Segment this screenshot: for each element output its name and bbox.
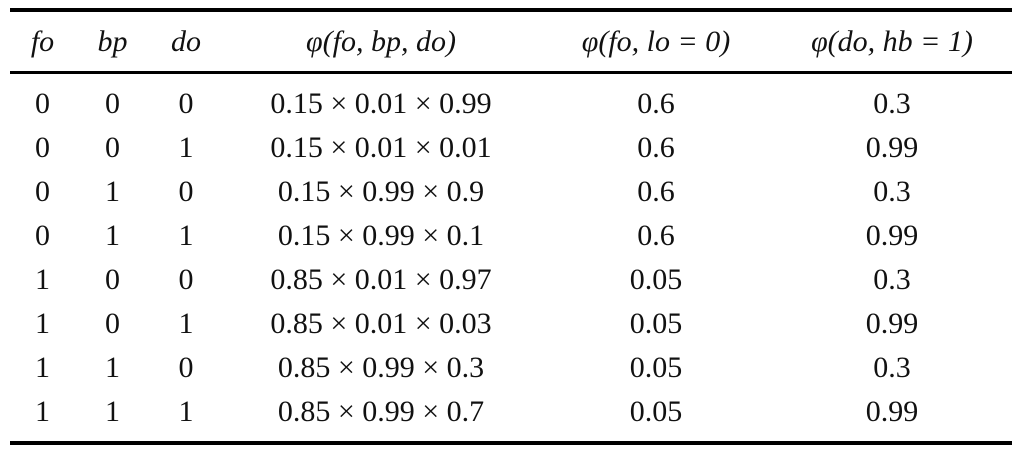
cell-bp: 0	[105, 87, 120, 120]
header-bp: bp	[97, 25, 128, 58]
cell-do: 0	[178, 87, 194, 120]
cell-phi-fo-bp-do: 0.85 × 0.99 × 0.7	[277, 395, 485, 428]
cell-fo: 1	[35, 351, 50, 384]
factor-table: fo bp do φ(fo, bp, do) φ(fo, lo = 0) φ(d…	[10, 12, 1012, 434]
cell-phi-fo-lo: 0.6	[637, 87, 675, 120]
cell-do: 0	[178, 351, 194, 384]
cell-phi-fo-bp-do: 0.15 × 0.01 × 0.99	[270, 87, 492, 120]
cell-phi-fo-bp-do: 0.15 × 0.99 × 0.9	[277, 175, 485, 208]
cell-fo: 1	[35, 307, 50, 340]
cell-bp: 1	[105, 175, 120, 208]
cell-fo: 0	[35, 87, 50, 120]
cell-phi-fo-bp-do: 0.15 × 0.99 × 0.1	[277, 219, 485, 252]
cell-do: 0	[178, 263, 194, 296]
cell-phi-do-hb: 0.3	[873, 263, 911, 296]
cell-do: 1	[178, 131, 194, 164]
cell-bp: 0	[105, 263, 120, 296]
header-phi-fo-lo: φ(fo, lo = 0)	[581, 25, 731, 58]
cell-phi-fo-bp-do: 0.15 × 0.01 × 0.01	[270, 131, 492, 164]
table-row: 0 1 1 0.15 × 0.99 × 0.1 0.6 0.99	[10, 214, 1012, 258]
cell-fo: 1	[35, 263, 50, 296]
header-do: do	[171, 25, 201, 58]
header-fo: fo	[30, 25, 55, 58]
table-row: 0 0 0 0.15 × 0.01 × 0.99 0.6 0.3	[10, 72, 1012, 126]
cell-phi-fo-lo: 0.6	[637, 131, 675, 164]
header-row: fo bp do φ(fo, bp, do) φ(fo, lo = 0) φ(d…	[10, 12, 1012, 72]
table-row: 0 0 1 0.15 × 0.01 × 0.01 0.6 0.99	[10, 126, 1012, 170]
table-row: 1 0 1 0.85 × 0.01 × 0.03 0.05 0.99	[10, 302, 1012, 346]
cell-phi-fo-lo: 0.6	[637, 175, 675, 208]
cell-do: 0	[178, 175, 194, 208]
top-rule	[10, 8, 1012, 12]
cell-phi-fo-lo: 0.05	[629, 263, 683, 296]
cell-phi-do-hb: 0.99	[865, 131, 919, 164]
header-phi-do-hb: φ(do, hb = 1)	[811, 25, 973, 58]
cell-fo: 0	[35, 219, 50, 252]
cell-do: 1	[178, 307, 194, 340]
cell-phi-do-hb: 0.99	[865, 395, 919, 428]
cell-phi-fo-bp-do: 0.85 × 0.01 × 0.97	[270, 263, 492, 296]
cell-phi-do-hb: 0.99	[865, 307, 919, 340]
cell-fo: 0	[35, 175, 50, 208]
cell-bp: 1	[105, 219, 120, 252]
cell-bp: 1	[105, 395, 120, 428]
table-row: 1 0 0 0.85 × 0.01 × 0.97 0.05 0.3	[10, 258, 1012, 302]
cell-phi-do-hb: 0.99	[865, 219, 919, 252]
table-row: 1 1 1 0.85 × 0.99 × 0.7 0.05 0.99	[10, 390, 1012, 434]
cell-bp: 0	[105, 131, 120, 164]
cell-phi-fo-bp-do: 0.85 × 0.99 × 0.3	[277, 351, 485, 384]
cell-phi-do-hb: 0.3	[873, 175, 911, 208]
header-rule	[10, 71, 1012, 74]
cell-phi-fo-lo: 0.05	[629, 351, 683, 384]
cell-phi-fo-lo: 0.05	[629, 307, 683, 340]
cell-phi-fo-lo: 0.6	[637, 219, 675, 252]
cell-phi-fo-lo: 0.05	[629, 395, 683, 428]
cell-bp: 1	[105, 351, 120, 384]
cell-do: 1	[178, 219, 194, 252]
cell-phi-do-hb: 0.3	[873, 87, 911, 120]
bottom-rule	[10, 441, 1012, 445]
cell-bp: 0	[105, 307, 120, 340]
table-row: 0 1 0 0.15 × 0.99 × 0.9 0.6 0.3	[10, 170, 1012, 214]
cell-fo: 0	[35, 131, 50, 164]
cell-do: 1	[178, 395, 194, 428]
header-phi-fo-bp-do: φ(fo, bp, do)	[306, 25, 456, 58]
cell-phi-do-hb: 0.3	[873, 351, 911, 384]
cell-fo: 1	[35, 395, 50, 428]
table-row: 1 1 0 0.85 × 0.99 × 0.3 0.05 0.3	[10, 346, 1012, 390]
cell-phi-fo-bp-do: 0.85 × 0.01 × 0.03	[270, 307, 492, 340]
